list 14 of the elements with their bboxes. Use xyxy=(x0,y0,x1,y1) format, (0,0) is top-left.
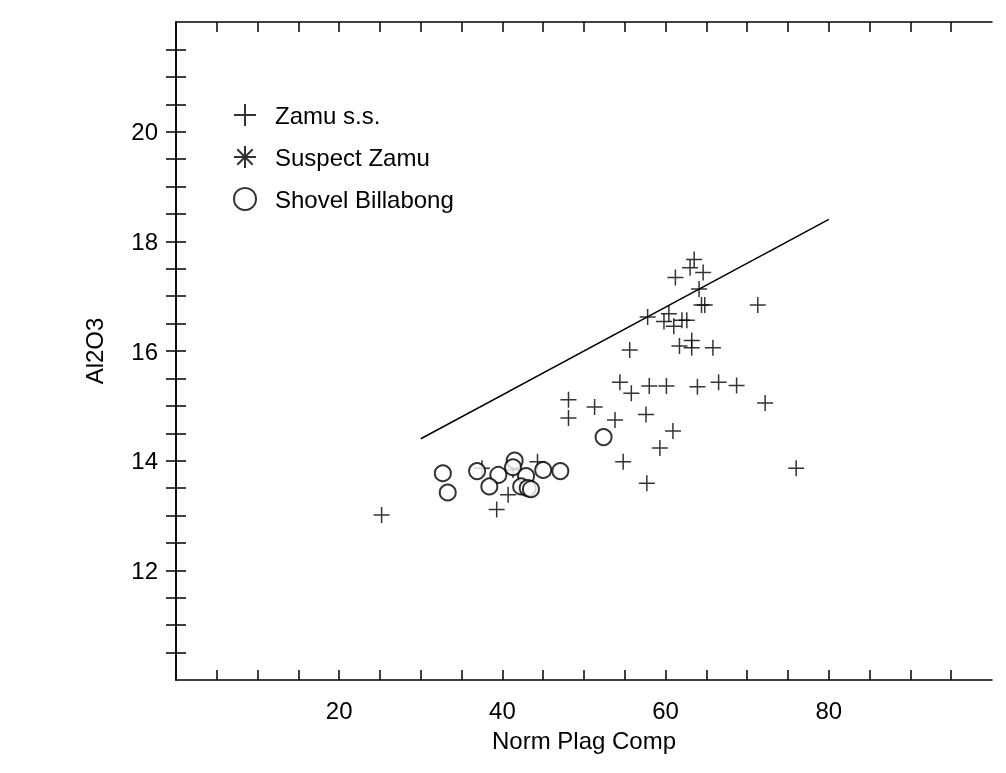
x-tick-label: 40 xyxy=(489,696,516,724)
y-tick-label: 12 xyxy=(131,556,158,584)
x-tick-label: 20 xyxy=(325,696,353,724)
y-tick-label: 18 xyxy=(131,227,158,255)
x-tick-label: 60 xyxy=(652,696,679,724)
x-axis-title: Norm Plag Comp xyxy=(491,726,677,754)
x-tick-label: 80 xyxy=(815,696,843,724)
legend-label: Shovel Billabong xyxy=(275,185,454,213)
y-tick-label: 20 xyxy=(131,118,158,146)
y-tick-label: 14 xyxy=(131,447,158,475)
legend-label: Suspect Zamu xyxy=(275,143,430,171)
y-tick-label: 16 xyxy=(131,337,158,365)
y-axis-title: Al2O3 xyxy=(80,317,108,385)
legend-label: Zamu s.s. xyxy=(275,101,381,129)
